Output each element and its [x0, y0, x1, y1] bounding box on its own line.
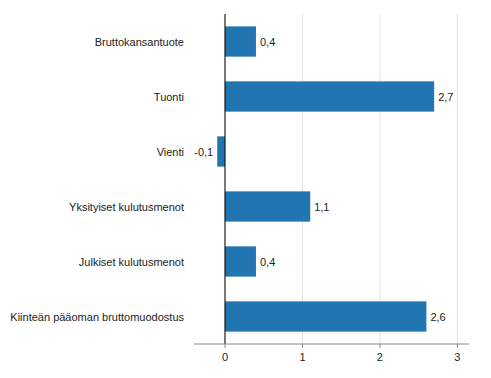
- tick-mark: [457, 344, 458, 348]
- tick-mark: [224, 344, 225, 348]
- category-label: Tuonti: [154, 91, 184, 103]
- axis-line: [194, 344, 469, 345]
- data-label: 2,7: [438, 91, 453, 103]
- bar: [225, 246, 256, 276]
- chart: Kiinteän pääoman bruttomuodostus Julkiset…: [0, 0, 491, 378]
- data-labels: 2,6 0,4 1,1 -0,1 2,7 0,4: [194, 36, 453, 323]
- grid: [225, 14, 457, 344]
- bars: [217, 26, 434, 331]
- data-label: 0,4: [260, 256, 275, 268]
- grid-line: [224, 14, 225, 344]
- bar: [225, 81, 434, 111]
- grid-line: [379, 14, 380, 344]
- tick-label: 1: [299, 351, 305, 363]
- category-label: Vienti: [157, 146, 184, 158]
- category-label: Yksityiset kulutusmenot: [69, 201, 184, 213]
- x-axis: 0 1 2 3: [194, 344, 469, 363]
- data-label: 2,6: [430, 311, 445, 323]
- data-label: 0,4: [260, 36, 275, 48]
- category-label: Kiinteän pääoman bruttomuodostus: [10, 311, 184, 323]
- bar: [225, 301, 426, 331]
- category-label: Bruttokansantuote: [95, 36, 184, 48]
- grid-line: [302, 14, 303, 344]
- tick-label: 2: [377, 351, 383, 363]
- bar: [225, 191, 310, 221]
- grid-line: [457, 14, 458, 344]
- data-label: -0,1: [194, 146, 213, 158]
- bar: [217, 136, 225, 166]
- tick-label: 0: [222, 351, 228, 363]
- tick-mark: [379, 344, 380, 348]
- y-axis-labels: Kiinteän pääoman bruttomuodostus Julkiset…: [10, 36, 184, 323]
- zero-line: [224, 14, 225, 344]
- bar: [225, 26, 256, 56]
- tick-label: 3: [454, 351, 460, 363]
- data-label: 1,1: [314, 201, 329, 213]
- tick-mark: [302, 344, 303, 348]
- category-label: Julkiset kulutusmenot: [79, 256, 184, 268]
